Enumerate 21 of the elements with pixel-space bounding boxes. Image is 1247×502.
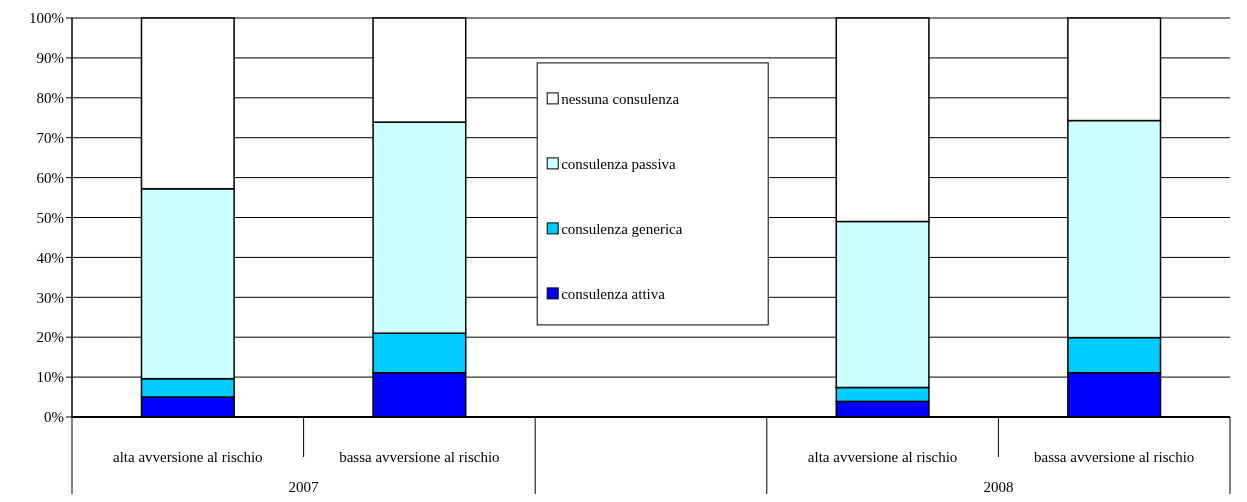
x-tick-label: alta avversione al rischio	[113, 449, 263, 465]
y-tick-label: 30%	[36, 289, 64, 306]
x-tick-label: bassa avversione al rischio	[1034, 449, 1195, 465]
y-tick-label: 50%	[36, 209, 64, 226]
legend-label: nessuna consulenza	[561, 91, 680, 108]
x-tick-label: bassa avversione al rischio	[339, 449, 500, 465]
text: 2007	[288, 479, 320, 495]
y-tick-label: 10%	[36, 369, 64, 386]
legend-label: consulenza attiva	[561, 286, 666, 303]
legend-label: consulenza passiva	[561, 156, 677, 173]
y-tick-label: 70%	[36, 129, 64, 146]
y-tick-label: 60%	[36, 169, 64, 186]
y-tick-label: 100%	[29, 10, 64, 27]
text: 2008	[983, 479, 1014, 495]
y-tick-label: 0%	[44, 409, 64, 426]
y-tick-label: 40%	[36, 249, 64, 266]
y-tick-label: 90%	[36, 50, 64, 67]
x-tick-label: alta avversione al rischio	[807, 449, 958, 465]
legend-label: consulenza generica	[561, 221, 683, 238]
y-tick-label: 80%	[36, 90, 64, 107]
y-tick-label: 20%	[36, 329, 64, 346]
